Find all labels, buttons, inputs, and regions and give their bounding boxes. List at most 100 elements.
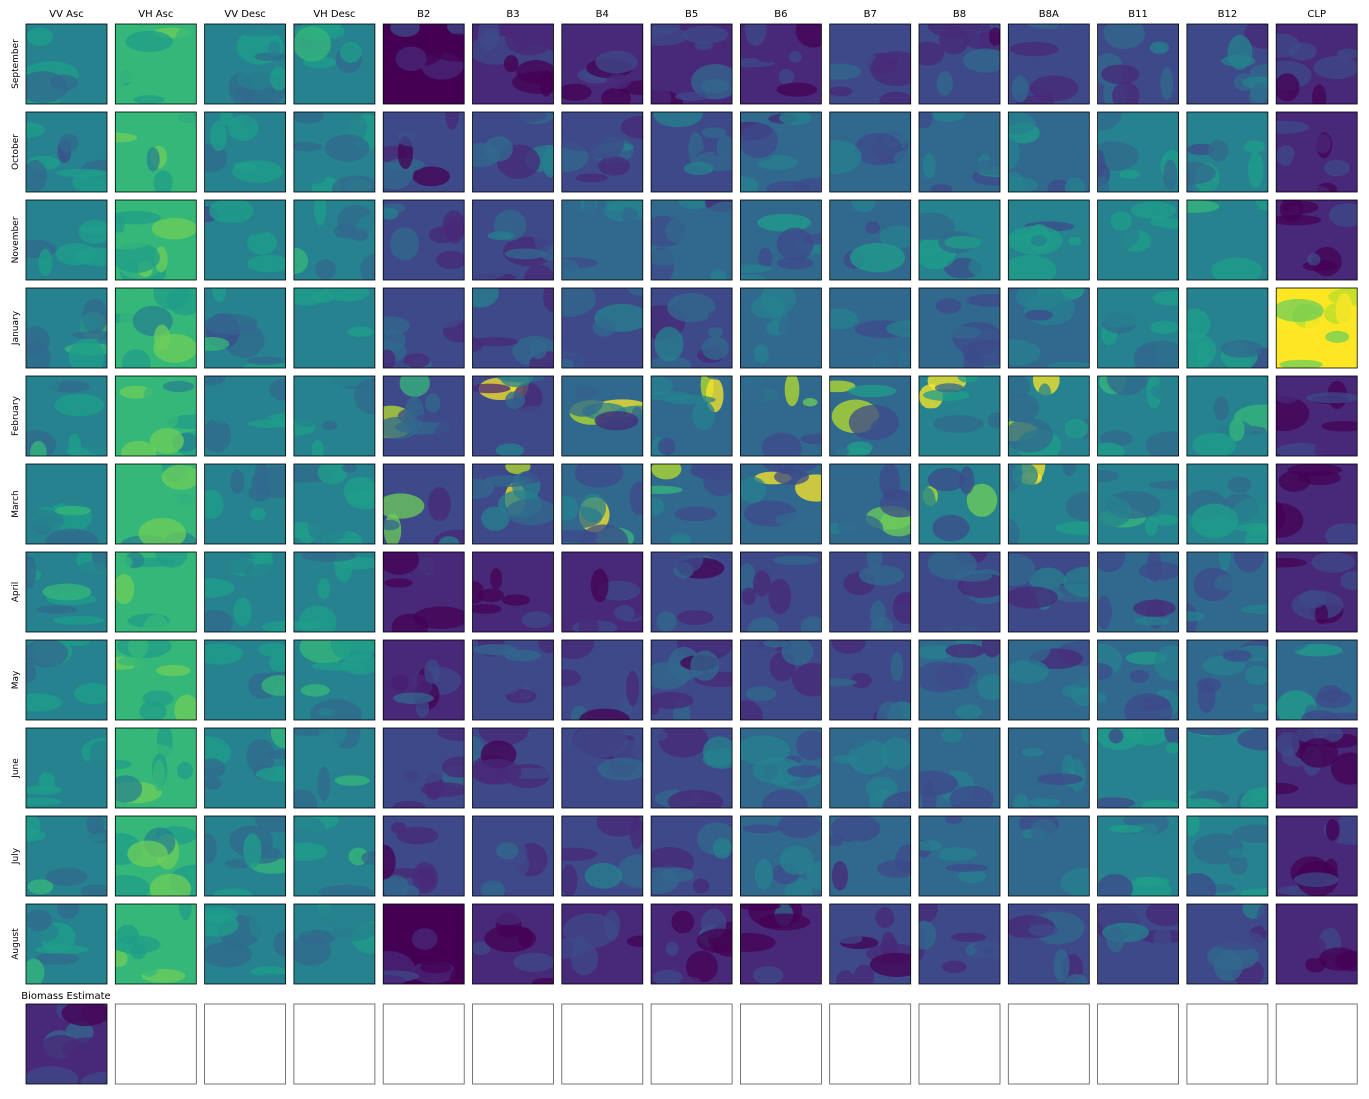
panel-frame bbox=[382, 815, 465, 897]
panel-frame bbox=[25, 639, 108, 721]
image-panel bbox=[1097, 288, 1179, 368]
image-panel bbox=[561, 904, 643, 984]
texture-blob bbox=[754, 858, 773, 890]
image-panel bbox=[204, 288, 286, 368]
texture-blob bbox=[1321, 420, 1358, 432]
texture-blob bbox=[314, 200, 327, 226]
texture-blob bbox=[115, 242, 161, 273]
texture-blob bbox=[792, 304, 822, 319]
image-panel bbox=[204, 728, 286, 808]
panel-frame bbox=[650, 375, 733, 457]
image-panel bbox=[115, 552, 197, 632]
image-panel bbox=[1008, 112, 1090, 192]
panel-frame bbox=[204, 815, 287, 897]
image-panel bbox=[204, 816, 286, 896]
texture-blob bbox=[317, 577, 331, 600]
texture-blob bbox=[45, 867, 88, 887]
texture-blob bbox=[1097, 150, 1106, 177]
image-panel bbox=[1008, 288, 1090, 368]
image-panel bbox=[26, 640, 107, 720]
texture-blob bbox=[879, 91, 911, 104]
texture-blob bbox=[740, 274, 767, 280]
texture-blob bbox=[601, 87, 632, 104]
texture-blob bbox=[26, 326, 50, 357]
texture-blob bbox=[307, 511, 348, 544]
texture-blob bbox=[35, 952, 79, 966]
texture-blob bbox=[209, 464, 244, 471]
texture-blob bbox=[1220, 340, 1263, 358]
panel-frame bbox=[472, 199, 554, 281]
panel-frame bbox=[918, 199, 1001, 281]
panel-frame bbox=[1275, 727, 1358, 809]
texture-blob bbox=[652, 969, 683, 984]
panel-frame bbox=[472, 111, 554, 193]
panel-frame bbox=[204, 23, 287, 105]
texture-blob bbox=[1186, 308, 1211, 340]
image-panel bbox=[919, 640, 1000, 720]
panel-frame bbox=[382, 639, 465, 721]
image-panel bbox=[829, 112, 911, 192]
image-panel bbox=[293, 464, 375, 544]
texture-blob bbox=[204, 337, 230, 351]
texture-blob bbox=[1207, 139, 1229, 162]
texture-blob bbox=[1226, 380, 1244, 397]
texture-blob bbox=[1012, 75, 1029, 103]
texture-blob bbox=[829, 477, 843, 510]
texture-blob bbox=[598, 156, 630, 176]
image-panel bbox=[651, 816, 733, 896]
texture-blob bbox=[115, 950, 128, 968]
texture-blob bbox=[236, 68, 278, 90]
image-panel bbox=[472, 464, 554, 544]
texture-blob bbox=[245, 292, 268, 307]
texture-blob bbox=[26, 661, 37, 683]
image-panel bbox=[1097, 728, 1179, 808]
texture-blob bbox=[390, 24, 420, 37]
panel-frame bbox=[114, 903, 197, 985]
texture-blob bbox=[1317, 25, 1358, 41]
image-panel bbox=[383, 904, 465, 984]
texture-blob bbox=[1219, 200, 1253, 227]
panel-frame bbox=[561, 199, 644, 281]
panel-frame bbox=[829, 551, 912, 633]
texture-blob bbox=[1229, 854, 1248, 875]
image-panel bbox=[1276, 24, 1358, 104]
texture-blob bbox=[1320, 712, 1358, 720]
texture-blob bbox=[26, 693, 63, 712]
texture-blob bbox=[1325, 818, 1340, 841]
texture-blob bbox=[322, 420, 338, 431]
texture-blob bbox=[933, 859, 947, 871]
texture-blob bbox=[61, 1037, 107, 1061]
texture-blob bbox=[850, 672, 872, 689]
image-panel bbox=[740, 640, 822, 720]
empty-panel bbox=[204, 1003, 287, 1085]
texture-blob bbox=[700, 234, 733, 251]
panel-frame bbox=[918, 111, 1001, 193]
texture-blob bbox=[1152, 290, 1179, 306]
image-panel bbox=[26, 816, 107, 896]
texture-blob bbox=[204, 912, 239, 937]
panel-frame bbox=[740, 463, 822, 545]
texture-blob bbox=[959, 466, 975, 495]
image-panel bbox=[26, 904, 107, 984]
texture-blob bbox=[225, 558, 255, 574]
texture-blob bbox=[502, 664, 527, 685]
texture-blob bbox=[776, 227, 814, 261]
texture-blob bbox=[800, 433, 822, 445]
texture-blob bbox=[829, 347, 858, 367]
texture-blob bbox=[211, 288, 227, 303]
image-panel bbox=[740, 376, 822, 456]
texture-blob bbox=[848, 384, 897, 398]
texture-blob bbox=[256, 973, 286, 984]
texture-blob bbox=[1013, 793, 1030, 808]
texture-blob bbox=[1008, 753, 1023, 774]
column-label: VH Asc bbox=[138, 9, 173, 20]
texture-blob bbox=[1097, 663, 1113, 680]
image-panel bbox=[472, 24, 554, 104]
texture-blob bbox=[170, 563, 197, 600]
image-panel bbox=[383, 816, 465, 896]
texture-blob bbox=[42, 583, 92, 601]
texture-blob bbox=[561, 669, 581, 687]
texture-blob bbox=[1329, 665, 1358, 677]
texture-blob bbox=[121, 349, 151, 368]
texture-blob bbox=[594, 411, 639, 431]
